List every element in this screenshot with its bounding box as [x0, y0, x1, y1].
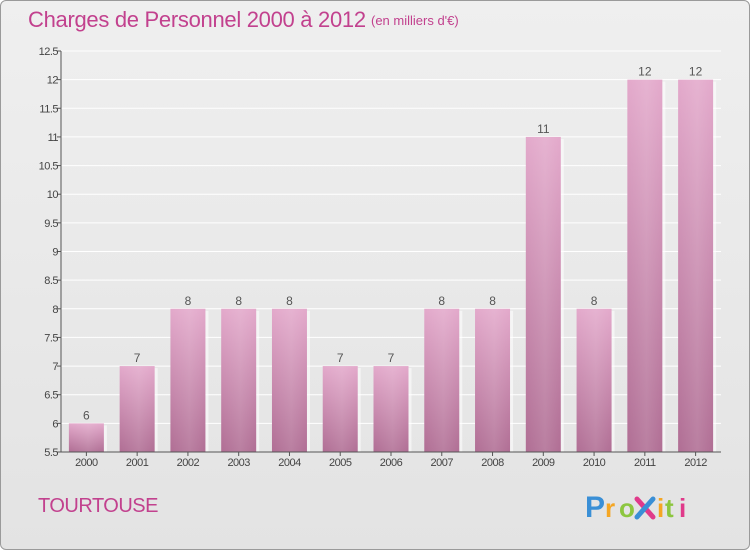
- x-tick-label: 2001: [126, 457, 149, 469]
- y-tick-label: 10.5: [39, 161, 59, 173]
- y-tick-label: 5.5: [44, 447, 58, 459]
- bar-highlight: [475, 308, 511, 452]
- data-label: 8: [235, 294, 242, 308]
- bar-highlight: [373, 366, 409, 452]
- proxiti-logo: P r o i t i: [585, 491, 686, 524]
- data-label: 8: [185, 294, 192, 308]
- svg-text:P: P: [585, 491, 605, 524]
- data-label: 8: [286, 294, 293, 308]
- data-label: 8: [591, 294, 598, 308]
- bar-highlight: [525, 136, 561, 452]
- data-label: 7: [388, 351, 395, 365]
- data-label: 6: [83, 408, 90, 422]
- x-tick-label: 2004: [278, 457, 301, 469]
- bar-highlight: [271, 308, 307, 452]
- bar-highlight: [170, 308, 206, 452]
- svg-text:i: i: [657, 493, 664, 523]
- data-label: 11: [537, 122, 550, 136]
- x-tick-label: 2002: [177, 457, 200, 469]
- x-tick-label: 2005: [329, 457, 352, 469]
- bar-highlight: [68, 423, 104, 452]
- x-tick-label: 2006: [380, 457, 403, 469]
- data-label: 8: [438, 294, 445, 308]
- y-tick-label: 11: [48, 132, 59, 144]
- chart-subtitle: (en milliers d'€): [371, 13, 459, 28]
- y-tick-label: 12: [47, 75, 59, 87]
- x-tick-label: 2007: [431, 457, 454, 469]
- y-tick-label: 8: [52, 304, 58, 316]
- svg-text:i: i: [679, 493, 686, 523]
- y-tick-label: 12.5: [39, 46, 59, 58]
- bar-highlight: [627, 79, 663, 453]
- chart-title: Charges de Personnel 2000 à 2012: [28, 7, 366, 32]
- x-tick-label: 2008: [481, 457, 504, 469]
- y-tick-label: 8.5: [44, 275, 58, 287]
- y-tick-label: 11.5: [39, 103, 58, 115]
- data-label: 7: [337, 351, 344, 365]
- x-tick-label: 2012: [684, 457, 707, 469]
- y-tick-label: 9.5: [44, 218, 58, 230]
- x-tick-label: 2003: [227, 457, 250, 469]
- data-label: 12: [689, 65, 703, 79]
- bar-highlight: [322, 366, 358, 452]
- y-tick-label: 6: [52, 418, 58, 430]
- svg-text:o: o: [619, 493, 635, 523]
- bar-highlight: [576, 308, 612, 452]
- data-label: 7: [134, 351, 141, 365]
- y-tick-label: 9: [52, 247, 58, 259]
- x-tick-label: 2009: [532, 457, 555, 469]
- y-tick-label: 7.5: [44, 332, 58, 344]
- x-tick-label: 2000: [75, 457, 98, 469]
- data-label: 12: [638, 65, 652, 79]
- bar-highlight: [119, 366, 155, 452]
- bar-highlight: [678, 79, 714, 453]
- x-tick-label: 2011: [634, 457, 656, 469]
- y-tick-label: 10: [47, 189, 59, 201]
- x-tick-label: 2010: [583, 457, 606, 469]
- commune-name: TOURTOUSE: [38, 495, 158, 517]
- svg-text:t: t: [665, 493, 674, 523]
- data-label: 8: [489, 294, 496, 308]
- y-tick-label: 6.5: [44, 390, 58, 402]
- bar-highlight: [221, 308, 257, 452]
- svg-text:r: r: [605, 493, 615, 523]
- y-tick-label: 7: [52, 361, 58, 373]
- bar-highlight: [424, 308, 460, 452]
